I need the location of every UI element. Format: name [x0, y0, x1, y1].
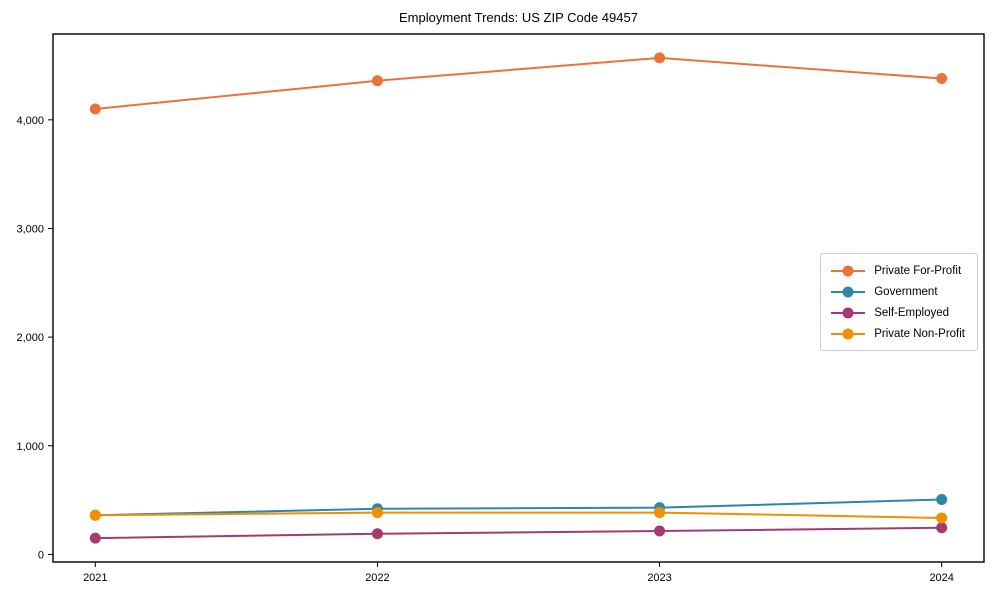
chart-title: Employment Trends: US ZIP Code 49457: [399, 10, 638, 25]
legend-item-private-for-profit[interactable]: Private For-Profit: [831, 260, 965, 281]
x-axis-tick-label: 2023: [647, 572, 671, 584]
legend-line-marker: [831, 307, 866, 318]
y-axis-tick-label: 3,000: [16, 223, 44, 235]
legend-dot-icon: [842, 286, 854, 297]
data-point-self-employed-2022[interactable]: [371, 528, 383, 540]
plot-border: [52, 33, 985, 563]
data-point-private-for-profit-2023[interactable]: [654, 52, 666, 64]
x-axis-tick-label: 2024: [929, 572, 953, 584]
legend-dot-icon: [842, 265, 854, 276]
legend-item-government[interactable]: Government: [831, 281, 965, 302]
data-point-private-for-profit-2024[interactable]: [936, 73, 948, 85]
legend-line-marker: [831, 328, 866, 339]
legend-label: Government: [874, 285, 938, 298]
legend-label: Private For-Profit: [874, 264, 962, 277]
data-point-private-for-profit-2022[interactable]: [371, 75, 383, 87]
data-point-private-non-profit-2022[interactable]: [371, 507, 383, 519]
line-series-self-employed[interactable]: [95, 526, 942, 540]
data-point-self-employed-2023[interactable]: [654, 525, 666, 537]
legend-item-self-employed[interactable]: Self-Employed: [831, 302, 965, 323]
line-series-private-non-profit[interactable]: [95, 511, 942, 519]
legend-dot-icon: [842, 307, 854, 318]
line-series-private-for-profit[interactable]: [95, 56, 942, 110]
data-point-self-employed-2021[interactable]: [89, 532, 101, 544]
legend-item-private-non-profit[interactable]: Private Non-Profit: [831, 323, 965, 344]
data-point-self-employed-2024[interactable]: [936, 522, 948, 534]
y-axis-tick-label: 0: [38, 549, 44, 561]
line-series-government[interactable]: [95, 498, 942, 517]
legend-dot-icon: [842, 328, 854, 339]
data-point-government-2024[interactable]: [936, 494, 948, 506]
legend-label: Private Non-Profit: [874, 327, 965, 340]
legend-line-marker: [831, 265, 866, 276]
x-axis-tick-label: 2021: [83, 572, 107, 584]
legend: Private For-Profit Government Self-Emplo…: [820, 253, 978, 351]
data-point-private-non-profit-2021[interactable]: [89, 509, 101, 521]
y-axis-tick-label: 4,000: [16, 115, 44, 127]
legend-line-marker: [831, 286, 866, 297]
y-axis-tick-label: 1,000: [16, 441, 44, 453]
x-axis-tick-label: 2022: [365, 572, 389, 584]
y-axis-tick-label: 2,000: [16, 332, 44, 344]
data-point-private-non-profit-2023[interactable]: [654, 507, 666, 519]
data-point-private-non-profit-2024[interactable]: [936, 512, 948, 524]
legend-label: Self-Employed: [874, 306, 950, 319]
data-point-private-for-profit-2021[interactable]: [89, 103, 101, 115]
